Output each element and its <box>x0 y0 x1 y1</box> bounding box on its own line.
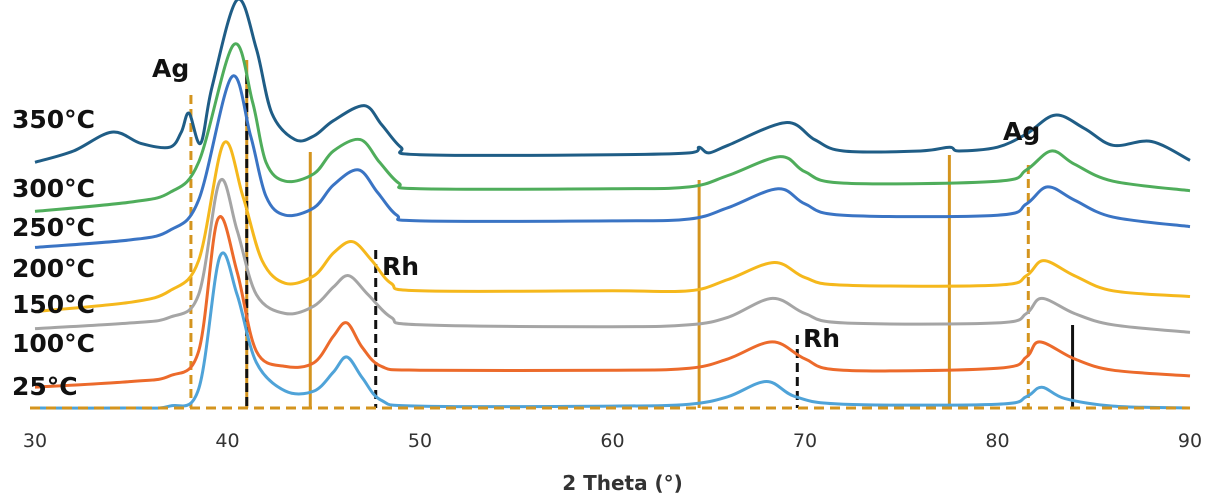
series-labels: 25°C 100°C 150°C 200°C 250°C 300°C 350°C <box>12 105 95 401</box>
series-label-6: 350°C <box>12 105 95 134</box>
series-line-1 <box>34 215 1191 389</box>
reference-lines <box>189 60 1075 408</box>
series-line-4 <box>34 74 1191 249</box>
x-tick-label: 90 <box>1178 430 1202 452</box>
series-line-5 <box>34 42 1191 213</box>
series-label-0: 25°C <box>12 372 78 401</box>
reference-label-8: Ag <box>1003 117 1040 146</box>
series-label-2: 150°C <box>12 290 95 319</box>
reference-labels: Ag Rh Rh Ag <box>152 54 1040 353</box>
x-tick-label: 60 <box>600 430 624 452</box>
series-lines <box>34 0 1191 410</box>
x-axis-title: 2 Theta (°) <box>562 471 683 495</box>
x-tick-labels: 30 40 50 60 70 80 90 <box>23 430 1202 452</box>
series-line-3 <box>34 140 1191 314</box>
series-line-0 <box>34 251 1191 410</box>
reference-label-4: Rh <box>382 252 419 281</box>
series-line-2 <box>34 177 1191 334</box>
series-label-1: 100°C <box>12 329 95 358</box>
x-tick-label: 30 <box>23 430 47 452</box>
x-tick-label: 70 <box>793 430 817 452</box>
series-label-4: 250°C <box>12 213 95 242</box>
reference-label-0: Ag <box>152 54 189 83</box>
series-label-5: 300°C <box>12 174 95 203</box>
x-tick-label: 80 <box>985 430 1009 452</box>
reference-label-6: Rh <box>803 324 840 353</box>
x-tick-label: 50 <box>408 430 432 452</box>
series-line-6 <box>34 0 1191 164</box>
x-tick-label: 40 <box>215 430 239 452</box>
series-label-3: 200°C <box>12 254 95 283</box>
